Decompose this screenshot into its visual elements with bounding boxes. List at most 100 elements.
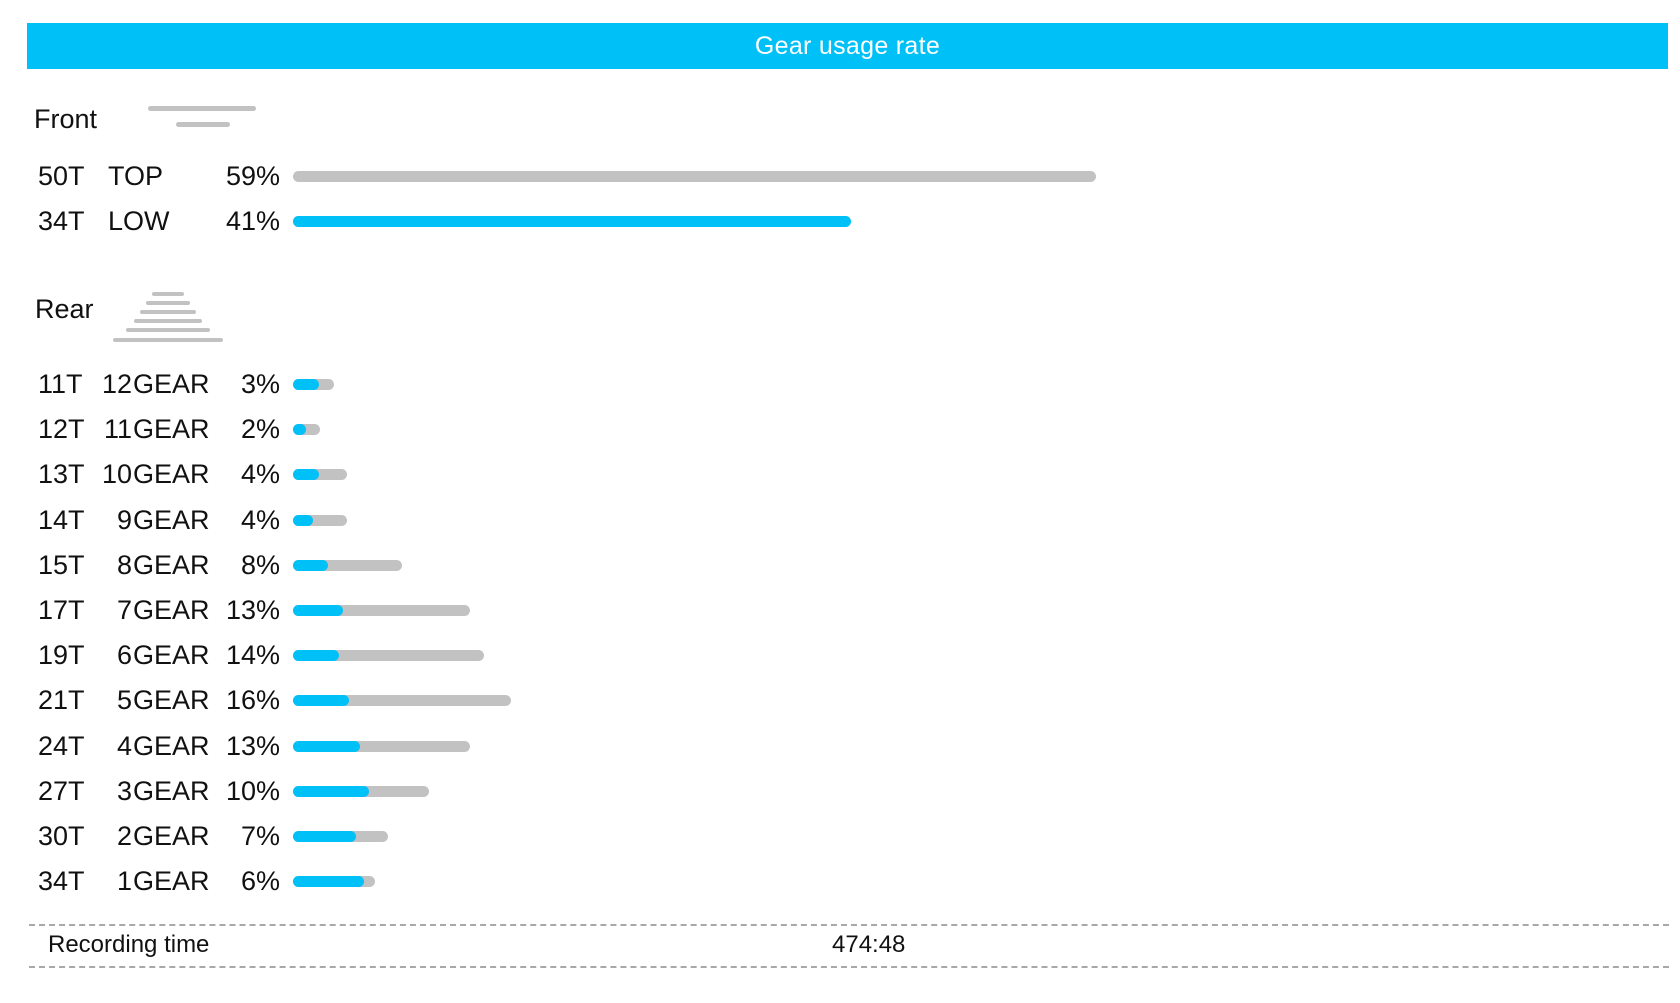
gear-number-label: 10	[101, 459, 132, 490]
gear-number-label: 12	[101, 369, 132, 399]
gear-percent-label: 3%	[240, 369, 280, 399]
rear-gear-row: 19T 6 GEAR 14%	[0, 635, 1680, 675]
gear-percent-label: 6%	[240, 866, 280, 897]
rear-gear-row: 30T 2 GEAR 7%	[0, 816, 1680, 856]
rear-gear-row: 34T 1 GEAR 6%	[0, 861, 1680, 901]
rear-gear-row: 11T 12 GEAR 3%	[0, 364, 1680, 404]
chart-title: Gear usage rate	[754, 31, 941, 60]
bar-track	[293, 650, 484, 662]
rear-label: Rear	[35, 294, 94, 324]
gear-percent-label: 7%	[240, 821, 280, 851]
bar-fill	[293, 650, 339, 662]
gear-word-label: GEAR	[133, 504, 210, 535]
bar-track	[293, 876, 375, 888]
bar-track	[293, 740, 470, 752]
bar-track	[293, 469, 348, 481]
gear-percent-label: 2%	[240, 414, 280, 445]
rear-gear-row: 13T 10 GEAR 4%	[0, 454, 1680, 494]
gear-teeth-label: 24T	[38, 730, 85, 761]
gear-number-label: 4	[116, 730, 132, 761]
gear-number-label: 5	[116, 685, 132, 716]
gear-word-label: GEAR	[133, 821, 210, 851]
rear-gear-row: 15T 8 GEAR 8%	[0, 545, 1680, 585]
gear-percent-label: 13%	[225, 595, 280, 625]
gear-word-label: GEAR	[133, 549, 210, 580]
gear-teeth-label: 12T	[38, 414, 85, 445]
gear-word-label: GEAR	[133, 775, 210, 806]
gear-word-label: GEAR	[133, 685, 210, 716]
front-gear-row: 50T TOP 59%	[0, 156, 1680, 196]
gear-number-label: 2	[116, 821, 132, 851]
gear-number-label: 6	[116, 640, 132, 671]
gear-teeth-label: 34T	[38, 206, 85, 236]
bar-track	[293, 424, 321, 436]
bar-track	[293, 695, 511, 707]
gear-number-label: 9	[116, 504, 132, 535]
gear-percent-label: 16%	[225, 685, 280, 716]
gear-number-label: 7	[116, 595, 132, 625]
bar-track	[293, 514, 348, 526]
gear-word-label: GEAR	[133, 595, 210, 625]
bar-track	[293, 831, 389, 842]
bar-track	[293, 216, 851, 227]
gear-name-label: TOP	[108, 161, 164, 191]
bar-track	[293, 785, 430, 797]
gear-teeth-label: 50T	[38, 161, 85, 191]
gear-number-label: 11	[103, 414, 132, 445]
gear-word-label: GEAR	[133, 414, 210, 445]
rear-gear-row: 27T 3 GEAR 10%	[0, 771, 1680, 811]
bar-fill	[293, 831, 357, 842]
cassette-icon	[113, 292, 223, 342]
gear-word-label: GEAR	[133, 640, 210, 671]
bar-fill	[293, 469, 319, 481]
bar-fill	[293, 379, 319, 390]
bar-fill	[293, 216, 851, 227]
bar-fill	[293, 559, 328, 571]
gear-percent-label: 4%	[240, 504, 280, 535]
gear-teeth-label: 13T	[38, 459, 85, 490]
bar-fill	[293, 605, 343, 616]
bar-fill	[293, 876, 365, 888]
gear-word-label: GEAR	[133, 730, 210, 761]
gear-percent-label: 8%	[240, 549, 280, 580]
rear-gear-row: 24T 4 GEAR 13%	[0, 726, 1680, 766]
front-gear-row: 34T LOW 41%	[0, 201, 1680, 241]
gear-teeth-label: 34T	[38, 866, 85, 897]
recording-time-label: Recording time	[48, 931, 210, 958]
bar-fill	[293, 514, 313, 526]
gear-word-label: GEAR	[133, 459, 210, 490]
bar-fill	[293, 695, 350, 707]
gear-name-label: LOW	[108, 206, 170, 236]
rear-gear-row: 17T 7 GEAR 13%	[0, 590, 1680, 630]
rear-gear-row: 21T 5 GEAR 16%	[0, 680, 1680, 720]
bar-fill	[293, 785, 370, 797]
gear-teeth-label: 15T	[38, 549, 85, 580]
gear-percent-label: 59%	[225, 161, 280, 191]
gear-teeth-label: 19T	[38, 640, 85, 671]
gear-percent-label: 41%	[225, 206, 280, 236]
bar-track	[293, 605, 470, 616]
bar-track	[293, 559, 402, 571]
gear-percent-label: 10%	[225, 775, 280, 806]
bar-track	[293, 379, 334, 390]
front-label: Front	[34, 104, 98, 134]
gear-number-label: 1	[116, 866, 132, 897]
bar-fill	[293, 740, 361, 752]
gear-teeth-label: 11T	[38, 369, 83, 399]
gear-percent-label: 4%	[240, 459, 280, 490]
divider-bottom	[29, 966, 1669, 968]
bar-fill	[293, 424, 306, 436]
gear-number-label: 3	[116, 775, 132, 806]
bar-track	[293, 171, 1096, 182]
gear-teeth-label: 17T	[38, 595, 85, 625]
chainring-icon	[148, 106, 256, 127]
gear-percent-label: 14%	[225, 640, 280, 671]
gear-word-label: GEAR	[133, 866, 210, 897]
gear-word-label: GEAR	[133, 369, 210, 399]
gear-teeth-label: 27T	[38, 775, 85, 806]
gear-number-label: 8	[116, 549, 132, 580]
gear-percent-label: 13%	[225, 730, 280, 761]
gear-teeth-label: 21T	[38, 685, 85, 716]
divider-top	[29, 924, 1669, 926]
recording-time-value: 474:48	[832, 931, 906, 958]
